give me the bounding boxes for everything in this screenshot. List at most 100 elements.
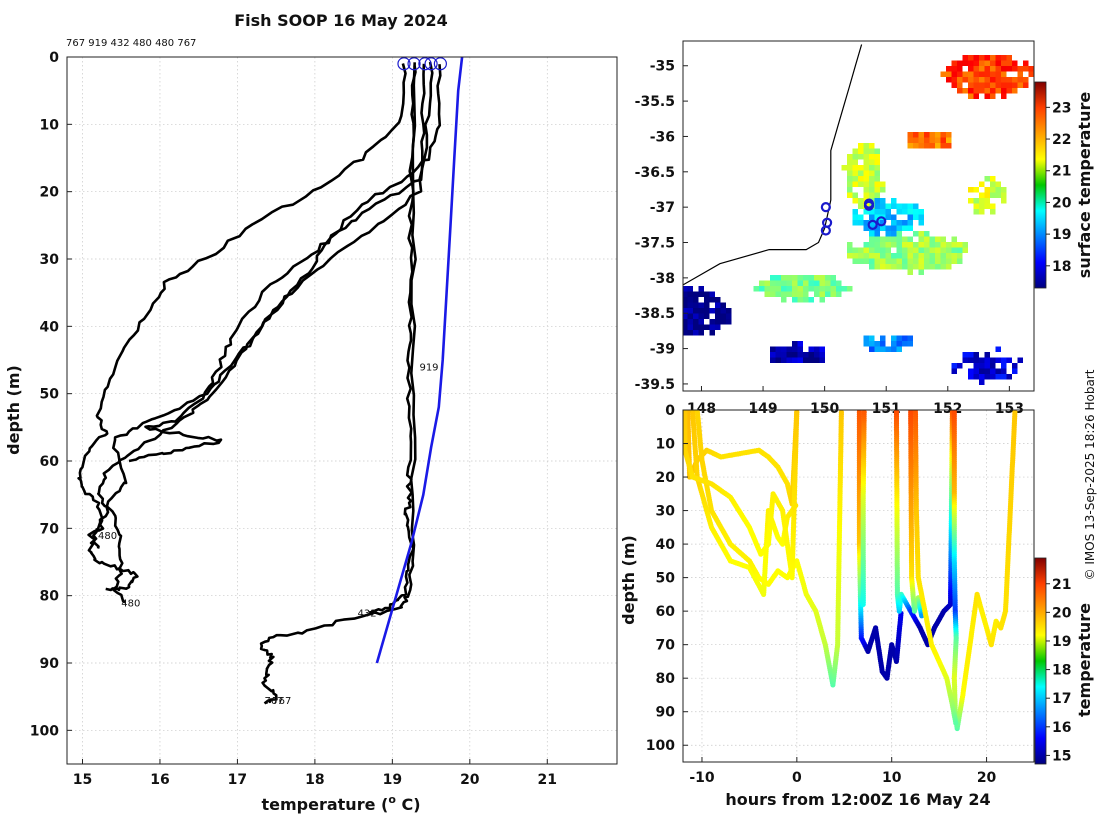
sst-pixel (797, 352, 803, 358)
sst-pixel (951, 82, 957, 88)
sst-pixel (869, 165, 875, 171)
sst-pixel (957, 258, 963, 264)
sst-pixel (874, 225, 880, 231)
sst-pixel (995, 346, 1001, 352)
sst-pixel (819, 291, 825, 297)
sst-pixel (874, 159, 880, 165)
sst-pixel (1006, 374, 1012, 380)
sst-pixel (841, 286, 847, 292)
sst-pixel (869, 247, 875, 253)
sst-pixel (858, 258, 864, 264)
sst-pixel (863, 159, 869, 165)
sst-pixel (990, 176, 996, 182)
sst-pixel (979, 88, 985, 94)
sst-pixel (874, 192, 880, 198)
chart-title: Fish SOOP 16 May 2024 (234, 11, 448, 30)
sst-pixel (957, 60, 963, 66)
sst-pixel (874, 209, 880, 215)
sst-pixel (984, 374, 990, 380)
temperature-tick-label: 18 (305, 772, 324, 788)
sst-pixel (995, 60, 1001, 66)
longitude-tick-label: 150 (810, 401, 839, 417)
sst-pixel (660, 325, 666, 331)
sst-pixel (957, 247, 963, 253)
sst-pixel (973, 198, 979, 204)
sst-pixel (979, 357, 985, 363)
depth-tick-label: 90 (40, 656, 60, 672)
sst-pixel (677, 330, 683, 336)
sst-pixel (907, 269, 913, 275)
sst-pixel (880, 198, 886, 204)
sst-pixel (814, 352, 820, 358)
sst-pixel (698, 291, 704, 297)
track-colorbar-label: temperature (1075, 603, 1094, 717)
sst-pixel (979, 198, 985, 204)
sst-pixel (863, 143, 869, 149)
sst-pixel (968, 368, 974, 374)
sst-pixel (666, 297, 672, 303)
sst-pixel (929, 236, 935, 242)
sst-pixel (907, 264, 913, 270)
sst-pixel (830, 291, 836, 297)
sst-pixel (677, 319, 683, 325)
sst-pixel (1012, 66, 1018, 72)
temperature-tick-label: 21 (538, 772, 557, 788)
sst-pixel (979, 203, 985, 209)
sst-pixel (781, 286, 787, 292)
sst-pixel (677, 319, 683, 325)
sst-pixel (907, 137, 913, 143)
latitude-tick-label: -35 (650, 59, 675, 75)
sst-pixel (924, 247, 930, 253)
sst-pixel (852, 198, 858, 204)
sst-pixel (858, 181, 864, 187)
sst-pixel (715, 302, 721, 308)
sst-pixel (814, 357, 820, 363)
sst-pixel (726, 319, 732, 325)
track-panel: 0 10 20 30 40 50 60 70 80 90 100 -10 0 10 20 hours fr… (619, 403, 1094, 809)
sst-pixel (968, 187, 974, 193)
sst-pixel (863, 335, 869, 341)
sst-pixel (968, 71, 974, 77)
track-depth-ticks: 0 10 20 30 40 50 60 70 80 90 100 (646, 403, 688, 754)
sst-pixel (907, 242, 913, 248)
sst-pixel (891, 220, 897, 226)
sst-pixel (880, 209, 886, 215)
sst-pixel (935, 258, 941, 264)
sst-pixel (946, 258, 952, 264)
sst-pixel (946, 66, 952, 72)
sst-pixel (902, 209, 908, 215)
sst-pixel (677, 297, 683, 303)
sst-pixel (946, 264, 952, 270)
sst-pixel (957, 242, 963, 248)
sst-pixel (957, 363, 963, 369)
sst-pixel (896, 209, 902, 215)
sst-pixel (770, 291, 776, 297)
sst-pixel (907, 220, 913, 226)
sst-pixel (896, 247, 902, 253)
sst-pixel (847, 170, 853, 176)
sst-pixel (891, 341, 897, 347)
sst-pixel (847, 165, 853, 171)
sst-pixel (973, 203, 979, 209)
sst-pixel (891, 214, 897, 220)
sst-pixel (655, 325, 661, 331)
sst-pixel (825, 291, 831, 297)
sst-pixel (847, 176, 853, 182)
sst-pixel (1001, 82, 1007, 88)
sst-pixel (693, 308, 699, 314)
sst-pixel (973, 66, 979, 72)
sst-pixel (660, 325, 666, 331)
sst-pixel (797, 346, 803, 352)
sst-pixel (962, 88, 968, 94)
sst-pixel (830, 280, 836, 286)
surface-markers (397, 57, 447, 71)
sst-pixel (880, 220, 886, 226)
profile-id-label: 767 (272, 696, 291, 707)
sst-pixel (660, 297, 666, 303)
sst-pixel (924, 236, 930, 242)
track-points (683, 410, 1018, 732)
latitude-tick-label: -39.5 (635, 377, 675, 393)
sst-pixel (852, 258, 858, 264)
sst-pixel (907, 253, 913, 259)
sst-pixel (726, 308, 732, 314)
